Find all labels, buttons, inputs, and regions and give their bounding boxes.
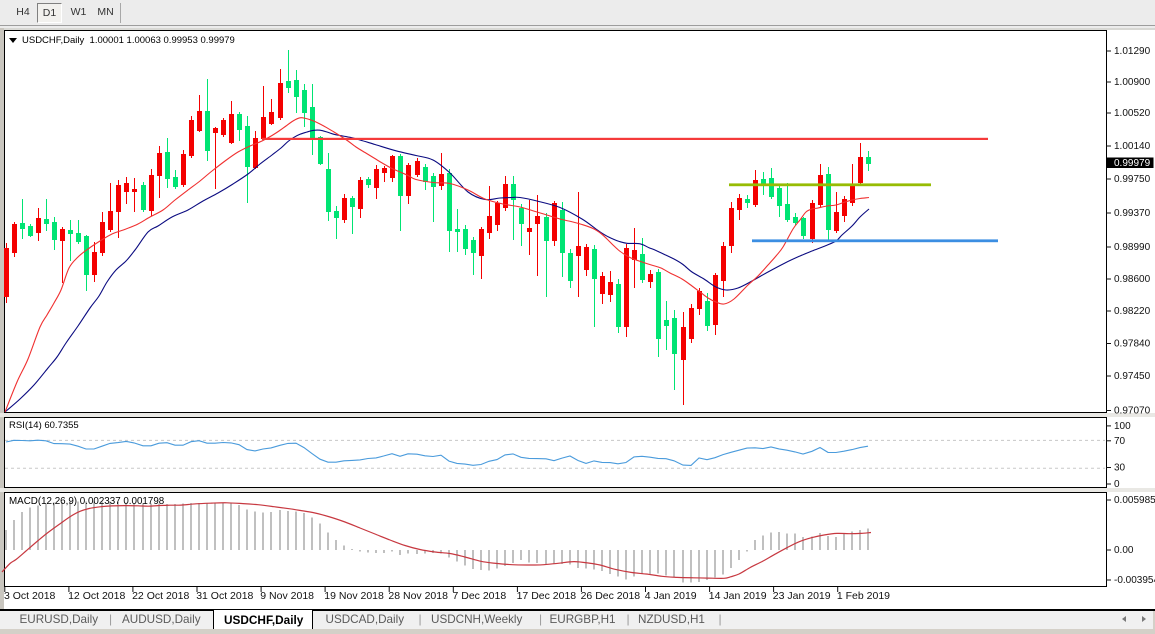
svg-text:1.01290: 1.01290: [1114, 46, 1151, 57]
svg-text:22 Oct 2018: 22 Oct 2018: [132, 590, 189, 602]
svg-text:100: 100: [1114, 421, 1131, 432]
svg-text:0.005985: 0.005985: [1114, 495, 1155, 506]
svg-text:0.97070: 0.97070: [1114, 406, 1151, 417]
svg-text:23 Jan 2019: 23 Jan 2019: [773, 590, 831, 602]
svg-text:0.99370: 0.99370: [1114, 208, 1151, 219]
svg-text:30: 30: [1114, 463, 1126, 474]
svg-text:7 Dec 2018: 7 Dec 2018: [453, 590, 507, 602]
svg-text:3 Oct 2018: 3 Oct 2018: [4, 590, 56, 602]
svg-text:9 Nov 2018: 9 Nov 2018: [260, 590, 314, 602]
svg-text:28 Nov 2018: 28 Nov 2018: [388, 590, 448, 602]
svg-text:0: 0: [1114, 479, 1120, 490]
svg-text:MACD(12,26,9) 0.002337 0.00179: MACD(12,26,9) 0.002337 0.001798: [9, 496, 165, 507]
svg-text:-0.003954: -0.003954: [1114, 575, 1155, 586]
svg-text:0.00: 0.00: [1114, 545, 1134, 556]
svg-text:0.99979: 0.99979: [1114, 158, 1151, 169]
svg-text:USDCHF,Daily 1.00001 1.00063: USDCHF,Daily 1.00001 1.00063 0.99953 0.9…: [22, 35, 235, 46]
svg-text:12 Oct 2018: 12 Oct 2018: [68, 590, 125, 602]
svg-text:26 Dec 2018: 26 Dec 2018: [581, 590, 641, 602]
svg-text:1.00520: 1.00520: [1114, 108, 1151, 119]
svg-text:4 Jan 2019: 4 Jan 2019: [645, 590, 697, 602]
svg-text:0.99750: 0.99750: [1114, 174, 1151, 185]
svg-text:0.98990: 0.98990: [1114, 242, 1151, 253]
svg-text:0.98600: 0.98600: [1114, 274, 1151, 285]
svg-text:31 Oct 2018: 31 Oct 2018: [196, 590, 253, 602]
svg-text:0.97450: 0.97450: [1114, 371, 1151, 382]
svg-text:14 Jan 2019: 14 Jan 2019: [709, 590, 767, 602]
svg-text:1.00900: 1.00900: [1114, 77, 1151, 88]
svg-text:19 Nov 2018: 19 Nov 2018: [324, 590, 384, 602]
svg-text:0.97840: 0.97840: [1114, 339, 1151, 350]
svg-text:1 Feb 2019: 1 Feb 2019: [837, 590, 890, 602]
svg-text:0.98220: 0.98220: [1114, 306, 1151, 317]
svg-text:RSI(14) 60.7355: RSI(14) 60.7355: [9, 420, 79, 431]
svg-text:1.00140: 1.00140: [1114, 141, 1151, 152]
svg-text:17 Dec 2018: 17 Dec 2018: [517, 590, 577, 602]
svg-text:70: 70: [1114, 436, 1126, 447]
